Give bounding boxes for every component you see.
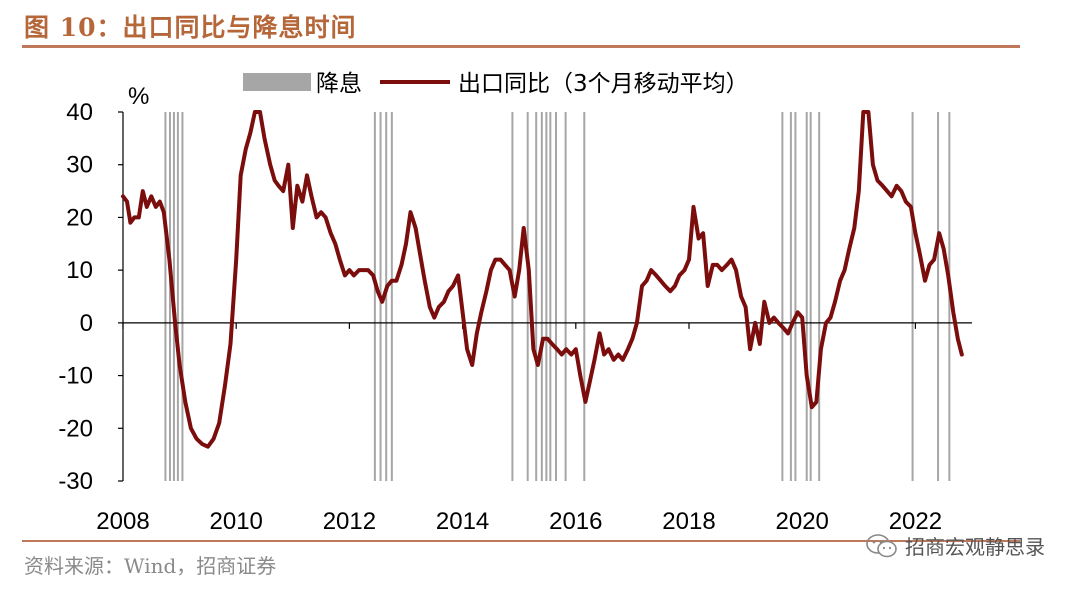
x-tick-label: 2016 (549, 508, 602, 535)
watermark-text: 招商宏观静思录 (905, 535, 1045, 559)
source-note: 资料来源：Wind，招商证券 (24, 554, 277, 578)
y-tick-label: 40 (66, 99, 93, 126)
y-tick-label: 20 (66, 204, 93, 231)
y-tick-label: 10 (66, 257, 93, 284)
x-tick-label: 2010 (210, 508, 263, 535)
footer-rule (22, 540, 1020, 542)
x-tick-label: 2022 (889, 508, 942, 535)
export-yoy-line (121, 110, 964, 449)
y-tick-label: -20 (58, 415, 93, 442)
rate-cut-bars (164, 112, 951, 481)
y-tick-label: 30 (66, 152, 93, 179)
legend-rate-cut-label: 降息 (316, 71, 362, 97)
watermark: 招商宏观静思录 (865, 531, 1045, 560)
x-tick-label: 2018 (662, 508, 715, 535)
figure-title: 图 10：出口同比与降息时间 (24, 13, 357, 42)
y-tick-label: -10 (58, 363, 93, 390)
y-tick-label: -30 (58, 468, 93, 495)
y-tick-label: 0 (80, 310, 93, 337)
x-axis-ticks: 2008 2010 2012 2014 2016 2018 2020 2022 (96, 322, 942, 535)
wechat-icon (866, 533, 897, 557)
title-rule (22, 45, 1020, 48)
legend-rate-cut-swatch (243, 73, 311, 91)
x-tick-label: 2014 (436, 508, 489, 535)
chart-axes (122, 112, 972, 481)
x-tick-label: 2012 (323, 508, 376, 535)
y-axis-unit: % (128, 83, 149, 110)
y-axis-ticks: 40 30 20 10 0 -10 -20 -30 (58, 99, 123, 495)
x-tick-label: 2008 (96, 508, 149, 535)
legend-export-label: 出口同比（3个月移动平均） (458, 71, 749, 97)
x-tick-label: 2020 (776, 508, 829, 535)
chart-legend: 降息 出口同比（3个月移动平均） (243, 71, 749, 97)
